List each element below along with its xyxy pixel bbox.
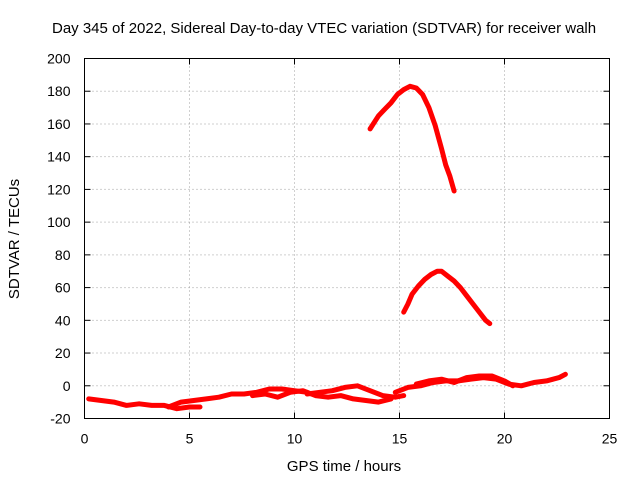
series-base-1: [86, 396, 203, 412]
series-base-3: [250, 388, 394, 405]
y-tick-label: 20: [55, 345, 71, 361]
chart-title: Day 345 of 2022, Sidereal Day-to-day VTE…: [52, 20, 596, 37]
x-tick-label: 5: [186, 431, 194, 447]
series-arc-mid: [401, 268, 493, 327]
series-base-4: [304, 383, 407, 400]
x-tick-label: 0: [81, 431, 89, 447]
y-tick-label: 120: [47, 181, 71, 197]
y-tick-label: 60: [55, 280, 71, 296]
y-tick-label: 80: [55, 247, 71, 263]
y-tick-label: 0: [63, 378, 71, 394]
series-arc-high: [367, 83, 457, 194]
y-tick-label: 160: [47, 116, 71, 132]
series-base-2: [166, 386, 310, 410]
y-axis-title: SDTVAR / TECUs: [6, 179, 23, 299]
x-tick-label: 10: [287, 431, 303, 447]
y-tick-label: 200: [47, 51, 71, 67]
ticks: 0 5 10 15 20 25 -20 0 20 40 60 80 100 120 140 160 180 200: [47, 51, 617, 447]
y-tick-label: 40: [55, 312, 71, 328]
series-base-6: [413, 373, 516, 389]
y-tick-label: 100: [47, 214, 71, 230]
series-layer: [86, 83, 568, 412]
y-tick-label: 140: [47, 149, 71, 165]
x-tick-label: 25: [602, 431, 618, 447]
plot-frame: [84, 58, 610, 419]
y-tick-label: -20: [50, 411, 70, 427]
grid: [84, 58, 610, 419]
x-axis-title: GPS time / hours: [287, 458, 401, 475]
x-tick-label: 15: [392, 431, 408, 447]
y-tick-label: 180: [47, 83, 71, 99]
x-tick-label: 20: [497, 431, 513, 447]
